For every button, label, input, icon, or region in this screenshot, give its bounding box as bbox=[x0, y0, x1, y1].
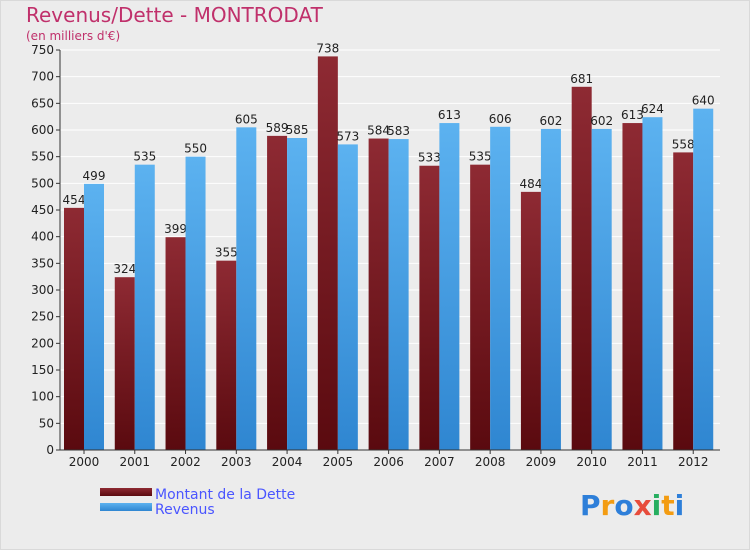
bar-debt bbox=[165, 237, 186, 450]
y-tick-label: 350 bbox=[31, 256, 54, 270]
value-label-debt: 535 bbox=[469, 150, 492, 164]
y-axis-ticks: 0 50 100 150 200 250 300 350 400 450 500 550 600 650 7… bbox=[31, 43, 60, 457]
bar-revenue bbox=[84, 183, 104, 450]
value-label-revenue: 606 bbox=[489, 112, 512, 126]
x-tick-label: 2001 bbox=[119, 455, 150, 469]
y-tick-label: 250 bbox=[31, 310, 54, 324]
bar-revenue bbox=[185, 156, 206, 450]
y-tick-label: 100 bbox=[31, 390, 54, 404]
value-label-revenue: 535 bbox=[133, 150, 156, 164]
legend-swatch-debt bbox=[100, 488, 152, 496]
bar-debt bbox=[216, 260, 237, 450]
bar-revenue bbox=[693, 108, 714, 451]
y-tick-label: 200 bbox=[31, 336, 54, 350]
y-tick-label: 600 bbox=[31, 123, 54, 137]
y-tick-label: 550 bbox=[31, 150, 54, 164]
value-label-revenue: 585 bbox=[286, 123, 309, 137]
value-label-debt: 454 bbox=[63, 193, 86, 207]
value-label-revenue: 573 bbox=[336, 129, 359, 143]
value-label-revenue: 605 bbox=[235, 112, 258, 126]
chart-title: Revenus/Dette - MONTRODAT bbox=[26, 3, 324, 27]
value-label-revenue: 602 bbox=[590, 114, 613, 128]
value-label-debt: 584 bbox=[367, 124, 390, 138]
value-label-debt: 399 bbox=[164, 222, 187, 236]
bar-debt bbox=[470, 164, 491, 450]
value-label-revenue: 640 bbox=[692, 94, 715, 108]
x-tick-label: 2007 bbox=[424, 455, 455, 469]
y-tick-label: 450 bbox=[31, 203, 54, 217]
y-tick-label: 0 bbox=[46, 443, 54, 457]
value-label-debt: 355 bbox=[215, 246, 238, 260]
y-tick-label: 150 bbox=[31, 363, 54, 377]
x-tick-label: 2006 bbox=[373, 455, 404, 469]
bar-debt bbox=[673, 152, 694, 450]
bar-debt bbox=[622, 123, 643, 451]
value-label-debt: 681 bbox=[570, 72, 593, 86]
y-tick-label: 400 bbox=[31, 230, 54, 244]
value-label-debt: 738 bbox=[316, 41, 339, 55]
value-label-revenue: 499 bbox=[83, 169, 106, 183]
legend: Montant de la Dette Revenus bbox=[100, 487, 295, 518]
legend-label-debt: Montant de la Dette bbox=[155, 487, 295, 503]
bar-revenue bbox=[388, 139, 409, 451]
legend-swatch-revenue bbox=[100, 503, 152, 511]
value-label-debt: 558 bbox=[672, 137, 695, 151]
bar-revenue bbox=[540, 128, 561, 450]
x-tick-label: 2011 bbox=[627, 455, 658, 469]
bar-debt bbox=[114, 277, 135, 450]
value-label-revenue: 550 bbox=[184, 142, 207, 156]
legend-label-revenue: Revenus bbox=[155, 502, 215, 518]
x-tick-label: 2008 bbox=[475, 455, 506, 469]
chart-subtitle: (en milliers d'€) bbox=[26, 29, 120, 43]
bar-revenue bbox=[337, 144, 358, 450]
value-label-revenue: 613 bbox=[438, 108, 461, 122]
x-tick-label: 2000 bbox=[69, 455, 100, 469]
x-tick-label: 2002 bbox=[170, 455, 201, 469]
bar-revenue bbox=[134, 164, 155, 450]
y-tick-label: 650 bbox=[31, 96, 54, 110]
y-tick-label: 500 bbox=[31, 176, 54, 190]
value-label-revenue: 602 bbox=[539, 114, 562, 128]
value-label-debt: 533 bbox=[418, 151, 441, 165]
bar-debt bbox=[520, 191, 541, 450]
x-tick-label: 2009 bbox=[526, 455, 557, 469]
bar-revenue bbox=[439, 123, 460, 451]
x-tick-label: 2003 bbox=[221, 455, 252, 469]
bar-revenue bbox=[591, 128, 612, 450]
value-label-debt: 613 bbox=[621, 108, 644, 122]
bar-debt bbox=[368, 138, 389, 451]
x-tick-label: 2010 bbox=[576, 455, 607, 469]
proxiti-logo: Proxiti bbox=[580, 489, 684, 522]
value-label-debt: 484 bbox=[519, 177, 542, 191]
bar-revenue bbox=[642, 117, 663, 450]
bar-debt bbox=[64, 207, 84, 450]
value-label-revenue: 624 bbox=[641, 102, 664, 116]
bar-debt bbox=[267, 135, 288, 450]
bar-debt bbox=[419, 165, 440, 450]
value-label-debt: 589 bbox=[266, 121, 289, 135]
bar-debt bbox=[317, 56, 338, 451]
x-tick-label: 2012 bbox=[678, 455, 709, 469]
x-tick-label: 2004 bbox=[272, 455, 303, 469]
bar-revenue bbox=[490, 126, 511, 451]
value-label-debt: 324 bbox=[113, 262, 136, 276]
x-axis-ticks: 2000 2001 2002 2003 2004 2005 2006 2007 2008 2009… bbox=[69, 450, 709, 469]
y-tick-label: 50 bbox=[39, 416, 54, 430]
value-label-revenue: 583 bbox=[387, 124, 410, 138]
y-tick-label: 700 bbox=[31, 70, 54, 84]
x-tick-label: 2005 bbox=[323, 455, 354, 469]
y-tick-label: 300 bbox=[31, 283, 54, 297]
bar-debt bbox=[571, 86, 592, 451]
bar-revenue bbox=[236, 127, 257, 450]
bar-revenue bbox=[287, 138, 308, 450]
y-tick-label: 750 bbox=[31, 43, 54, 57]
